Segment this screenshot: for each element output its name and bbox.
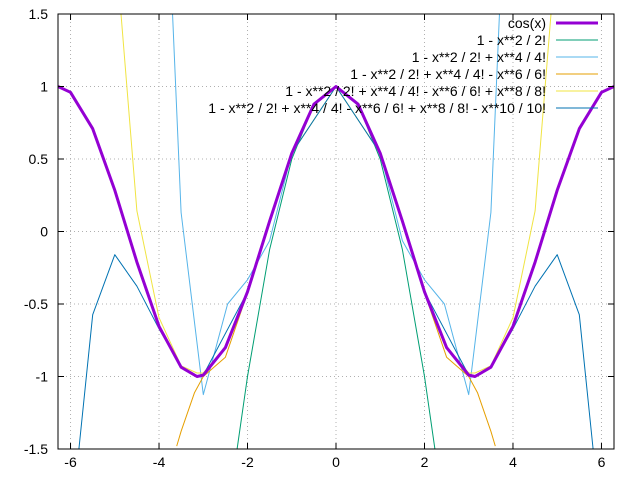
x-tick-label: 4	[509, 454, 517, 470]
y-tick-label: 1.5	[29, 6, 49, 22]
legend-label: 1 - x**2 / 2!	[477, 32, 546, 48]
y-axis: -1.5 -1 -0.5 0 0.5 1 1.5	[24, 6, 614, 457]
x-tick-label: -6	[64, 454, 77, 470]
x-tick-label: 0	[332, 454, 340, 470]
y-tick-label: -0.5	[24, 296, 48, 312]
x-tick-label: 2	[421, 454, 429, 470]
series-line-0	[58, 85, 614, 378]
x-tick-label: 6	[598, 454, 606, 470]
legend-label: 1 - x**2 / 2! + x**4 / 4!	[412, 49, 546, 65]
legend-label: 1 - x**2 / 2! + x**4 / 4! - x**6 / 6!	[350, 66, 546, 82]
series-lines	[58, 14, 614, 449]
x-tick-label: -4	[153, 454, 166, 470]
legend-label: 1 - x**2 / 2! + x**4 / 4! - x**6 / 6! + …	[285, 83, 546, 99]
legend-label: cos(x)	[508, 15, 546, 31]
y-tick-label: -1	[36, 369, 49, 385]
legend-label: 1 - x**2 / 2! + x**4 / 4! - x**6 / 6! + …	[208, 100, 546, 116]
legend: cos(x)1 - x**2 / 2!1 - x**2 / 2! + x**4 …	[208, 15, 598, 116]
y-tick-label: -1.5	[24, 441, 48, 457]
y-tick-label: 0.5	[29, 151, 49, 167]
y-tick-label: 1	[40, 79, 48, 95]
x-tick-label: -2	[241, 454, 254, 470]
x-axis: -6 -4 -2 0 2 4 6	[64, 14, 606, 470]
y-tick-label: 0	[40, 224, 48, 240]
